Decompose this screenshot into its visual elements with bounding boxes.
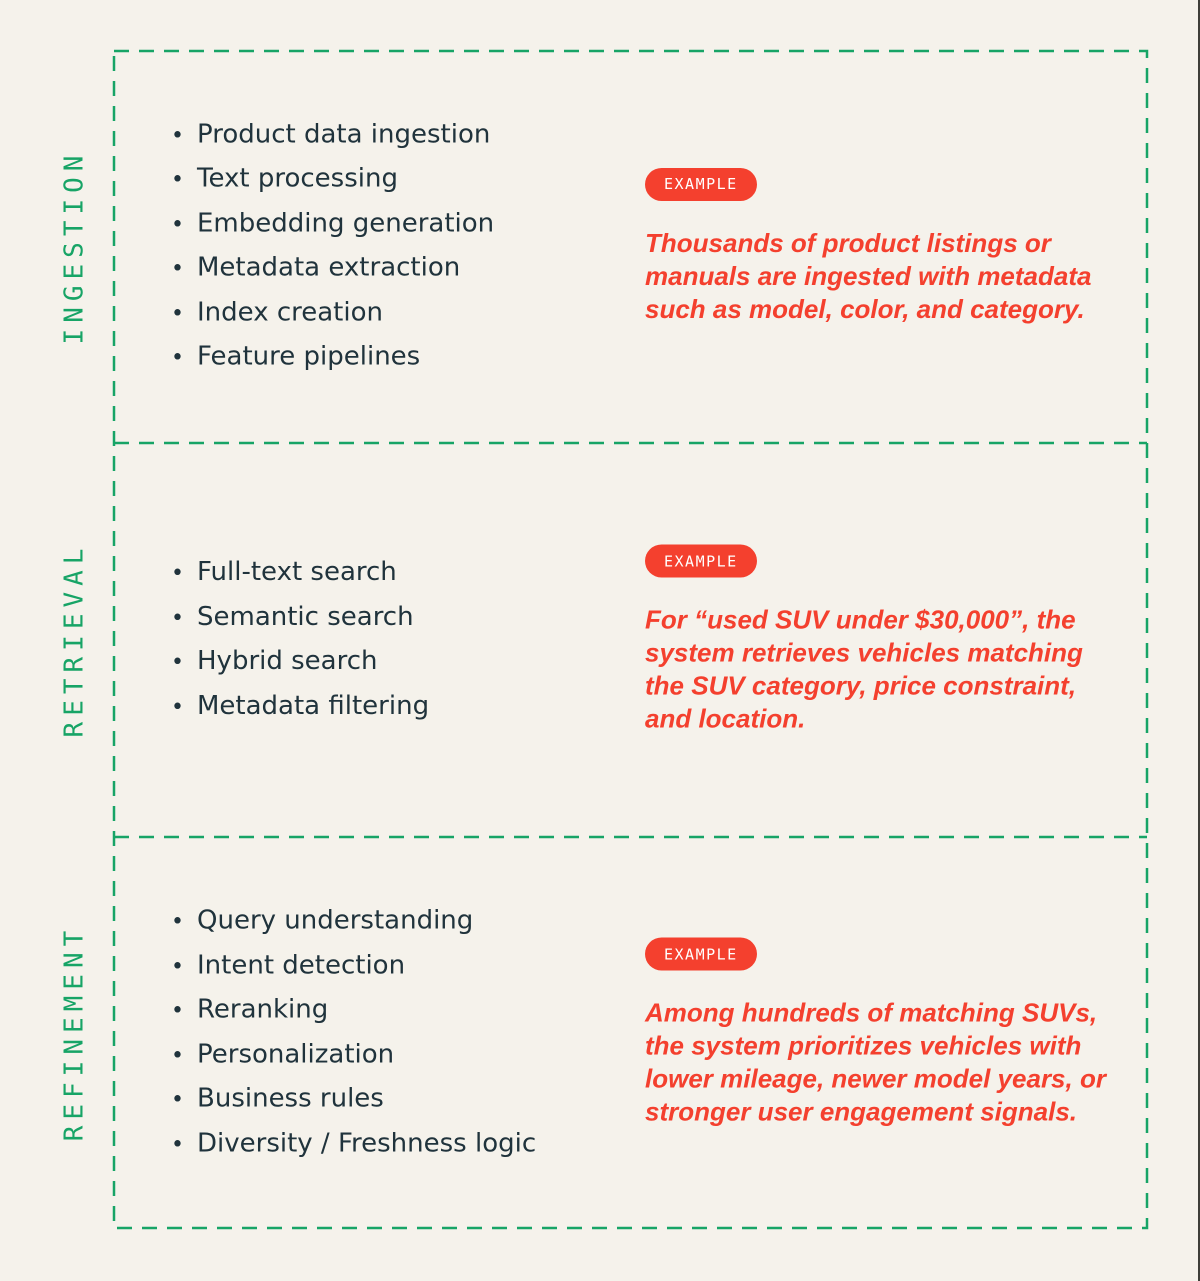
- bullet-icon: •: [171, 256, 184, 282]
- list-item: • Feature pipelines: [171, 336, 494, 381]
- retrieval-example-block: EXAMPLE For “used SUV under $30,000”, th…: [645, 544, 1127, 736]
- list-item: • Semantic search: [171, 596, 429, 641]
- list-item-label: Metadata extraction: [197, 252, 461, 283]
- list-item: • Text processing: [171, 158, 494, 203]
- list-item: • Embedding generation: [171, 202, 494, 247]
- section-label-retrieval: RETRIEVAL: [59, 542, 90, 738]
- list-item-label: Index creation: [197, 297, 383, 327]
- retrieval-bullet-list: • Full-text search • Semantic search • H…: [171, 551, 429, 729]
- list-item-label: Hybrid search: [197, 646, 378, 676]
- refinement-bullet-list: • Query understanding • Intent detection…: [171, 900, 536, 1167]
- bullet-icon: •: [171, 561, 184, 586]
- refinement-example-block: EXAMPLE Among hundreds of matching SUVs,…: [645, 937, 1127, 1129]
- ingestion-example-block: EXAMPLE Thousands of product listings or…: [645, 167, 1127, 326]
- bullet-icon: •: [171, 1132, 184, 1157]
- bullet-icon: •: [171, 605, 184, 631]
- example-badge: EXAMPLE: [645, 167, 757, 201]
- example-badge: EXAMPLE: [645, 544, 757, 578]
- bullet-icon: •: [171, 301, 184, 326]
- section-retrieval: • Full-text search • Semantic search • H…: [113, 443, 1148, 837]
- bullet-icon: •: [171, 954, 184, 979]
- example-text: Among hundreds of matching SUVs, the sys…: [645, 997, 1106, 1127]
- bullet-icon: •: [171, 345, 184, 371]
- list-item: • Query understanding: [171, 900, 536, 945]
- example-badge: EXAMPLE: [645, 937, 757, 971]
- list-item: • Product data ingestion: [171, 113, 494, 158]
- section-label-ingestion: INGESTION: [59, 149, 90, 344]
- bullet-icon: •: [171, 998, 184, 1024]
- example-text: For “used SUV under $30,000”, the system…: [645, 604, 1083, 734]
- list-item: • Diversity / Freshness logic: [171, 1122, 536, 1167]
- bullet-icon: •: [171, 650, 184, 675]
- list-item-label: Business rules: [197, 1083, 384, 1114]
- list-item-label: Product data ingestion: [197, 119, 491, 149]
- ingestion-bullet-list: • Product data ingestion • Text processi…: [171, 113, 494, 380]
- list-item: • Index creation: [171, 291, 494, 336]
- list-item: • Business rules: [171, 1078, 536, 1123]
- list-item-label: Feature pipelines: [197, 341, 421, 372]
- list-item: • Metadata extraction: [171, 247, 494, 292]
- section-refinement: • Query understanding • Intent detection…: [113, 837, 1148, 1229]
- bullet-icon: •: [171, 212, 184, 237]
- bullet-icon: •: [171, 694, 184, 720]
- bullet-icon: •: [171, 167, 184, 193]
- list-item-label: Intent detection: [197, 950, 406, 980]
- list-item-label: Reranking: [197, 994, 329, 1025]
- list-item-label: Personalization: [197, 1039, 395, 1069]
- list-item-label: Query understanding: [197, 905, 474, 936]
- list-item: • Metadata filtering: [171, 685, 429, 730]
- list-item-label: Diversity / Freshness logic: [197, 1128, 537, 1158]
- list-item-label: Metadata filtering: [197, 690, 430, 721]
- list-item-label: Text processing: [197, 163, 398, 194]
- bullet-icon: •: [171, 123, 184, 148]
- list-item: • Full-text search: [171, 551, 429, 596]
- example-text: Thousands of product listings or manuals…: [645, 227, 1092, 324]
- bullet-icon: •: [171, 1087, 184, 1113]
- list-item-label: Embedding generation: [197, 208, 495, 238]
- bullet-icon: •: [171, 909, 184, 935]
- list-item: • Intent detection: [171, 944, 536, 989]
- bullet-icon: •: [171, 1043, 184, 1068]
- section-ingestion: • Product data ingestion • Text processi…: [113, 50, 1148, 443]
- list-item: • Hybrid search: [171, 640, 429, 685]
- list-item-label: Full-text search: [197, 557, 397, 587]
- list-item-label: Semantic search: [197, 601, 414, 632]
- list-item: • Personalization: [171, 1033, 536, 1078]
- screenshot-right-edge-line: [1198, 0, 1200, 1281]
- list-item: • Reranking: [171, 989, 536, 1034]
- section-label-refinement: REFINEMENT: [59, 924, 90, 1142]
